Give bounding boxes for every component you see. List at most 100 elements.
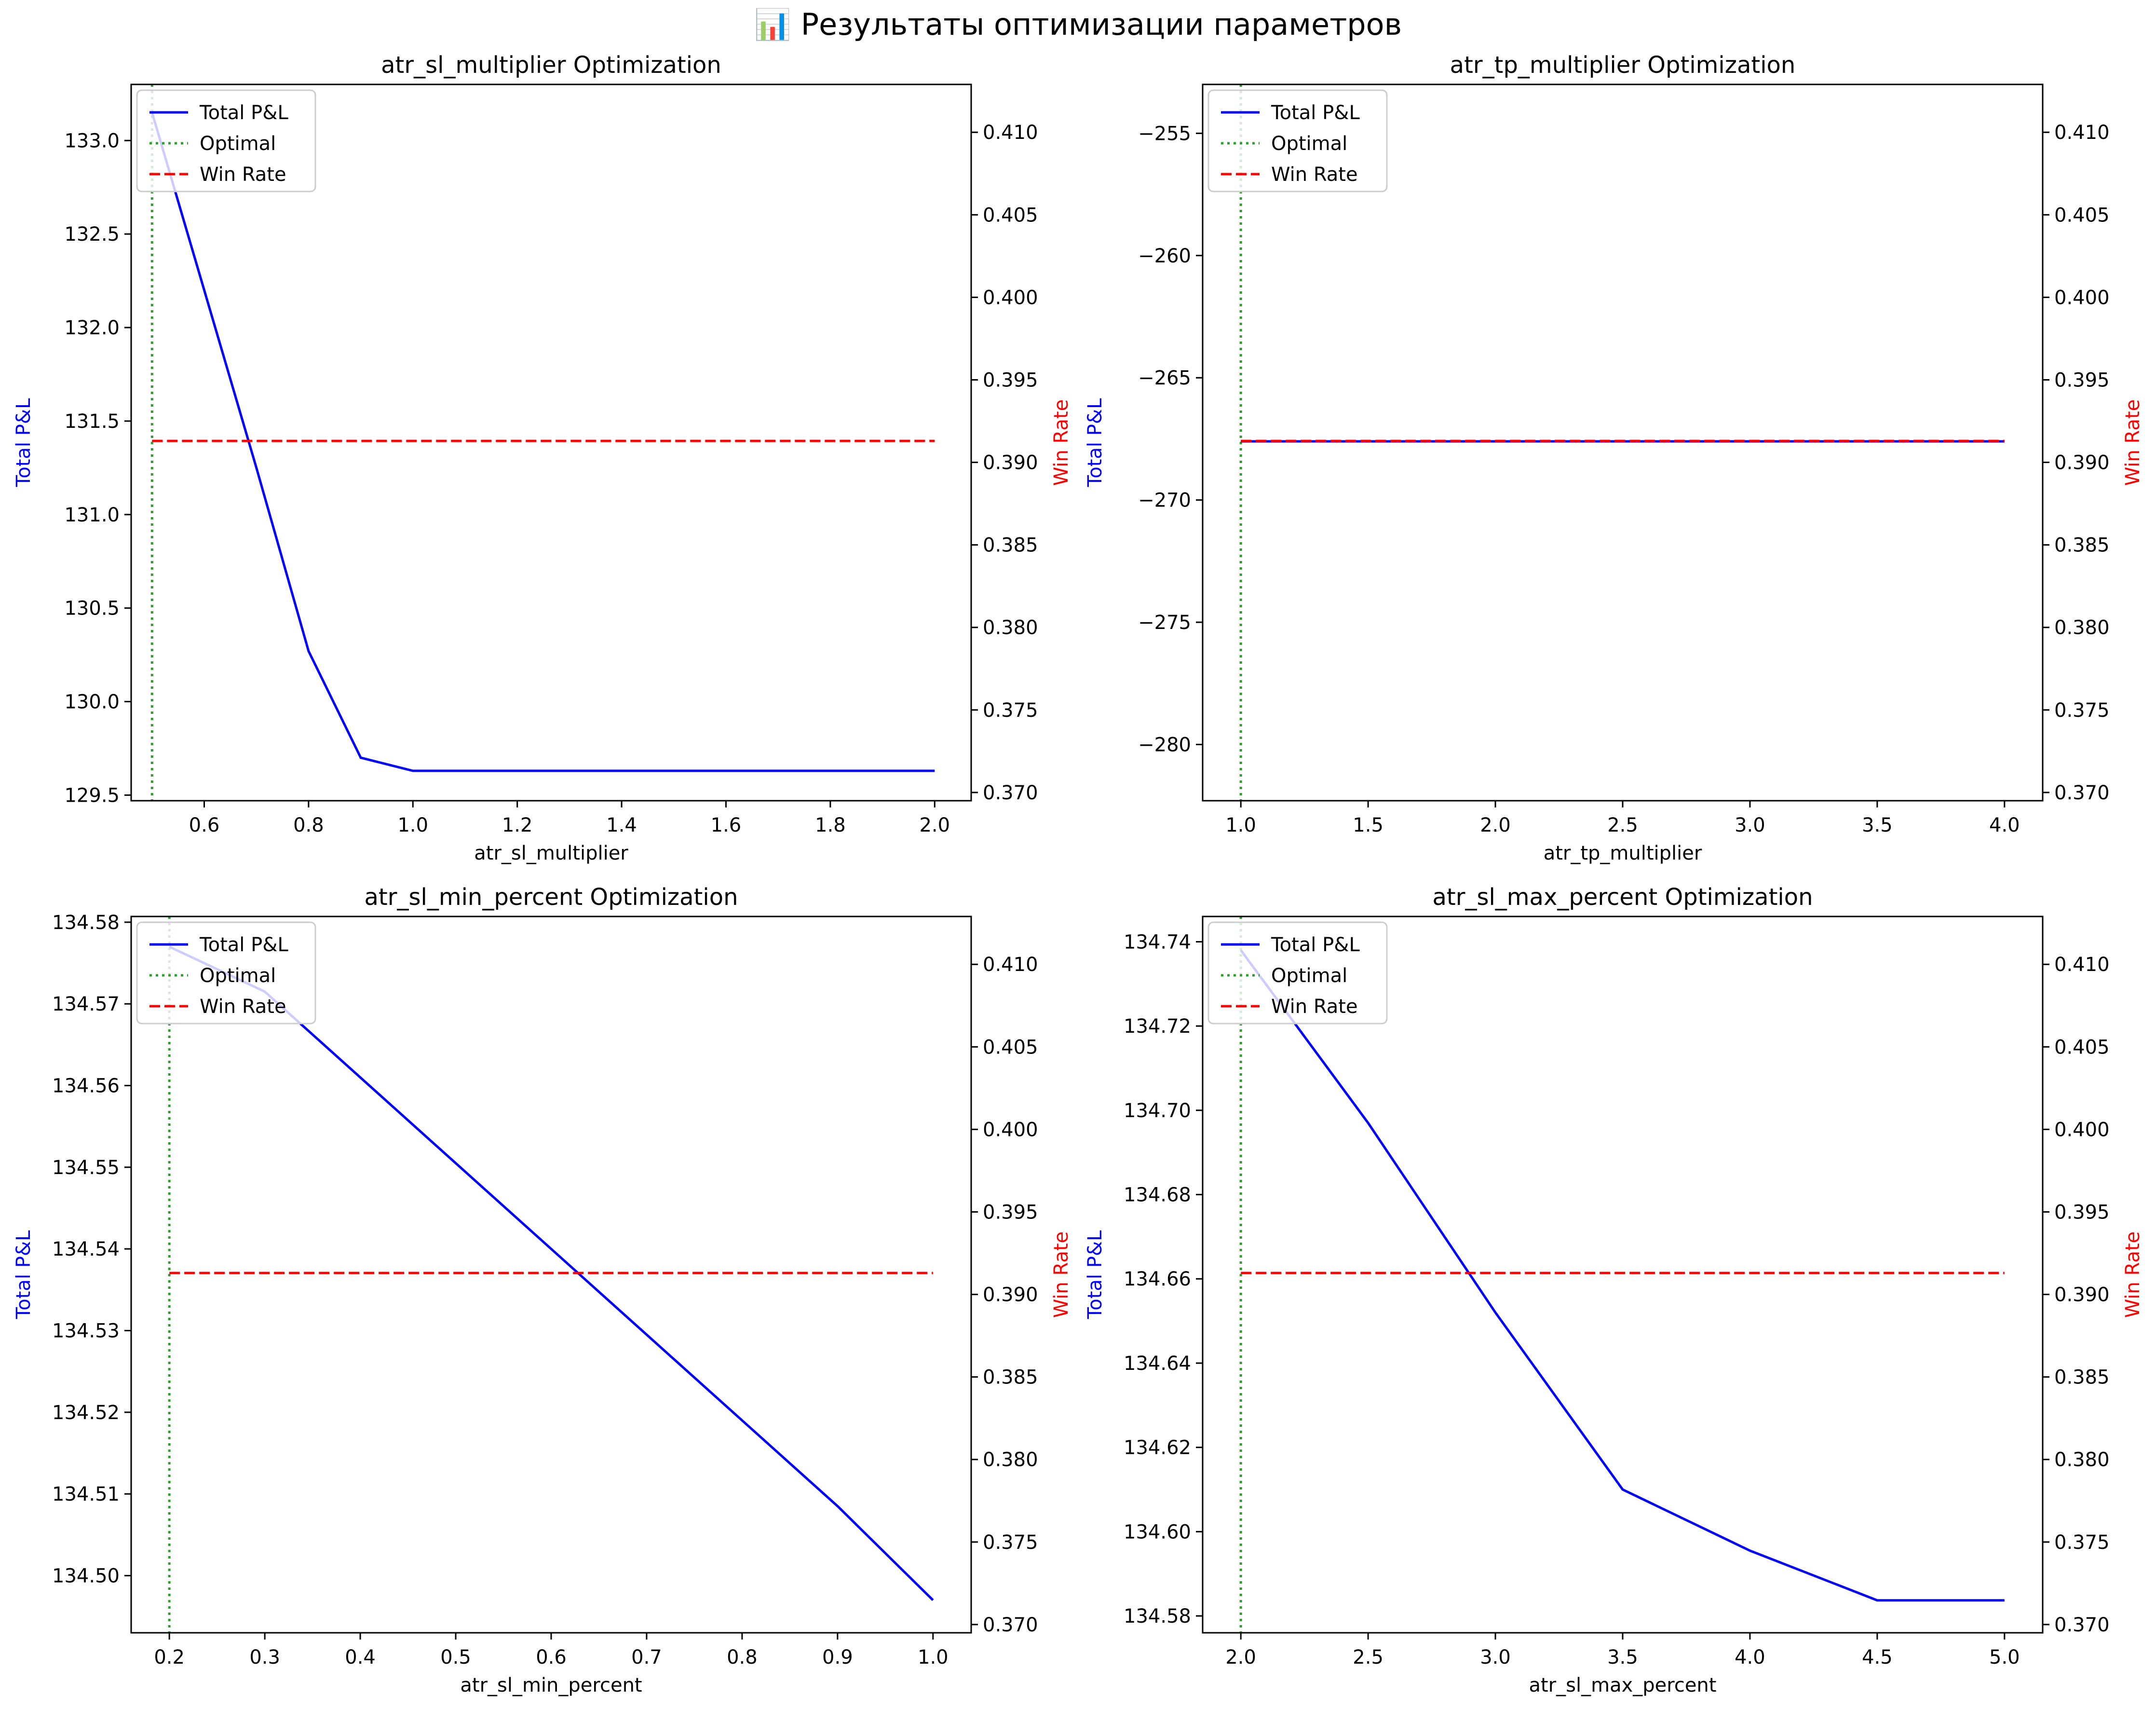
y2-tick-label: 0.410 [983, 954, 1038, 976]
x-tick-label: 1.0 [1225, 814, 1256, 836]
x-tick-label: 1.0 [918, 1646, 949, 1668]
x-tick-label: 0.8 [293, 814, 324, 836]
y2-tick-label: 0.375 [2054, 699, 2110, 722]
legend-label: Win Rate [1271, 164, 1358, 186]
y-tick-label: 134.68 [1124, 1184, 1191, 1206]
y-tick-label: 134.58 [1124, 1605, 1191, 1627]
y2-tick-label: 0.370 [983, 1614, 1038, 1636]
y2-axis-label: Win Rate [1050, 1231, 1072, 1318]
y2-tick-label: 0.375 [2054, 1531, 2110, 1554]
x-axis-label: atr_sl_min_percent [460, 1674, 642, 1696]
y-tick-label: 134.57 [52, 993, 120, 1015]
x-tick-label: 3.0 [1480, 1646, 1511, 1668]
y-tick-label: 134.55 [52, 1157, 120, 1179]
y-tick-label: 131.5 [64, 410, 120, 433]
subplot-title: atr_sl_max_percent Optimization [1432, 884, 1813, 911]
y-axis-label: Total P&L [13, 398, 35, 487]
subplot-2: 1.0 1.5 2.0 2.5 3.0 3.5 4.0 −280 −275 −270 −265 −26… [1084, 52, 2144, 864]
x-tick-label: 0.8 [727, 1646, 758, 1668]
y2-tick-label: 0.395 [2054, 369, 2110, 391]
y2-tick-label: 0.410 [983, 122, 1038, 144]
legend: Total P&L Optimal Win Rate [136, 89, 316, 192]
y-tick-label: 130.0 [64, 691, 120, 713]
x-tick-label: 3.5 [1862, 814, 1893, 836]
legend-label: Total P&L [199, 934, 288, 956]
y-tick-label: 134.70 [1124, 1100, 1191, 1122]
y2-tick-label: 0.405 [2054, 1036, 2110, 1058]
subplot-title: atr_sl_multiplier Optimization [381, 52, 721, 79]
y2-tick-label: 0.405 [983, 204, 1038, 226]
x-tick-label: 3.0 [1735, 814, 1765, 836]
y2-tick-label: 0.390 [2054, 452, 2110, 474]
y-axis-label: Total P&L [1084, 1230, 1106, 1319]
x-tick-label: 3.5 [1607, 1646, 1638, 1668]
legend-label: Optimal [200, 965, 276, 987]
y2-tick-label: 0.390 [983, 1284, 1038, 1306]
y-tick-label: −280 [1138, 734, 1191, 756]
x-tick-label: 4.0 [1989, 814, 2020, 836]
y2-tick-label: 0.380 [983, 617, 1038, 639]
x-tick-label: 0.6 [189, 814, 220, 836]
y2-tick-label: 0.400 [2054, 1119, 2110, 1141]
y-tick-label: −260 [1138, 245, 1191, 267]
subplot-4: 2.0 2.5 3.0 3.5 4.0 4.5 5.0 134.58 134.60 134.62 1… [1084, 884, 2144, 1696]
axes-frame [130, 83, 972, 802]
y-axis-label: Total P&L [13, 1230, 35, 1319]
y2-tick-label: 0.370 [983, 782, 1038, 804]
x-tick-label: 2.5 [1353, 1646, 1383, 1668]
y2-tick-label: 0.395 [983, 1201, 1038, 1223]
legend-box [136, 921, 316, 1025]
y2-tick-label: 0.400 [983, 287, 1038, 309]
subplot-3: 0.2 0.3 0.4 0.5 0.6 0.7 0.8 0.9 1.0 134.50 134.51 1… [13, 884, 1072, 1696]
y2-tick-label: 0.380 [2054, 1449, 2110, 1471]
legend: Total P&L Optimal Win Rate [1207, 921, 1388, 1025]
legend-box [136, 89, 316, 192]
y2-tick-label: 0.370 [2054, 782, 2110, 804]
y-tick-label: 131.0 [64, 504, 120, 526]
legend-label: Optimal [1271, 965, 1347, 987]
x-tick-label: 0.2 [154, 1646, 185, 1668]
legend-label: Optimal [1271, 133, 1347, 155]
x-tick-label: 0.7 [631, 1646, 662, 1668]
legend-label: Win Rate [200, 996, 286, 1018]
y2-tick-label: 0.410 [2054, 954, 2110, 976]
x-axis-label: atr_sl_max_percent [1529, 1674, 1717, 1696]
y2-tick-label: 0.395 [2054, 1201, 2110, 1223]
legend-label: Win Rate [200, 164, 286, 186]
x-tick-label: 0.3 [249, 1646, 280, 1668]
figure-title: 📊 Результаты оптимизации параметров [754, 7, 1402, 42]
y2-tick-label: 0.405 [2054, 204, 2110, 226]
y-tick-label: 134.60 [1124, 1521, 1191, 1543]
x-tick-label: 1.8 [815, 814, 846, 836]
y-tick-label: 134.74 [1124, 931, 1191, 953]
y-tick-label: 134.62 [1124, 1437, 1191, 1459]
legend-label: Optimal [200, 133, 276, 155]
y-tick-label: 134.66 [1124, 1268, 1191, 1290]
x-tick-label: 2.0 [1225, 1646, 1256, 1668]
x-tick-label: 2.0 [919, 814, 950, 836]
y2-tick-label: 0.400 [2054, 287, 2110, 309]
y-tick-label: 134.58 [52, 912, 120, 934]
y-tick-label: −270 [1138, 490, 1191, 512]
y-tick-label: 132.5 [64, 223, 120, 246]
y2-axis-label: Win Rate [2122, 1231, 2144, 1318]
x-tick-label: 5.0 [1989, 1646, 2020, 1668]
x-tick-label: 2.0 [1480, 814, 1511, 836]
y-tick-label: 134.51 [52, 1483, 120, 1505]
legend-label: Win Rate [1271, 996, 1358, 1018]
x-tick-label: 4.5 [1862, 1646, 1893, 1668]
y-tick-label: 134.64 [1124, 1353, 1191, 1375]
x-tick-label: 0.5 [440, 1646, 471, 1668]
y2-tick-label: 0.385 [2054, 1367, 2110, 1389]
y2-tick-label: 0.410 [2054, 122, 2110, 144]
y2-tick-label: 0.370 [2054, 1614, 2110, 1636]
x-tick-label: 1.6 [711, 814, 742, 836]
legend-label: Total P&L [199, 102, 288, 124]
x-axis-label: atr_tp_multiplier [1544, 842, 1702, 864]
y-tick-label: 134.56 [52, 1075, 120, 1097]
y2-tick-label: 0.385 [983, 1367, 1038, 1389]
y-tick-label: −275 [1138, 612, 1191, 634]
legend-label: Total P&L [1271, 934, 1360, 956]
subplot-1: 0.6 0.8 1.0 1.2 1.4 1.6 1.8 2.0 129.5 130.0 130.5 1… [13, 52, 1072, 864]
